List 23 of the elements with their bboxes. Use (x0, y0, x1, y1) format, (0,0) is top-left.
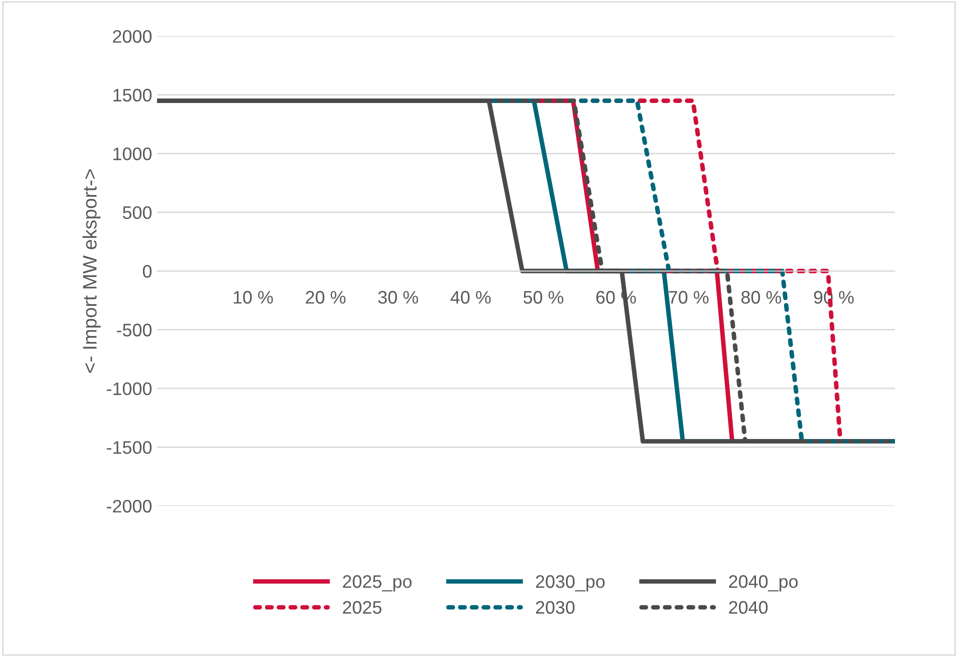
y-axis-title: <- Import MW eksport-> (82, 169, 101, 373)
x-tick-label: 50 % (524, 290, 564, 304)
x-tick-label: 40 % (450, 290, 491, 304)
y-tick-label: 1500 (113, 88, 152, 102)
y-tick-label: -500 (116, 324, 152, 336)
x-tick-label: 20 % (306, 290, 346, 304)
legend-label: 2040 (729, 601, 768, 614)
legend-label: 2040_po (729, 575, 798, 592)
legend-label: 2025 (342, 601, 382, 614)
y-tick-label: -1500 (106, 441, 152, 454)
legend-label: 2030 (536, 601, 575, 614)
x-tick-label: 80 % (741, 290, 782, 304)
x-tick-label: 30 % (378, 290, 418, 304)
y-tick-label: 0 (142, 264, 152, 278)
y-tick-label: 500 (122, 206, 152, 220)
legend-label: 2030_po (536, 575, 605, 592)
y-tick-label: -2000 (106, 500, 152, 513)
x-tick-label: 70 % (668, 290, 709, 304)
x-tick-label: 10 % (234, 290, 273, 304)
y-tick-label: -1000 (106, 382, 152, 396)
y-tick-label: 2000 (112, 30, 152, 43)
y-tick-label: 1000 (113, 148, 152, 160)
legend-label: 2025_po (342, 575, 412, 592)
